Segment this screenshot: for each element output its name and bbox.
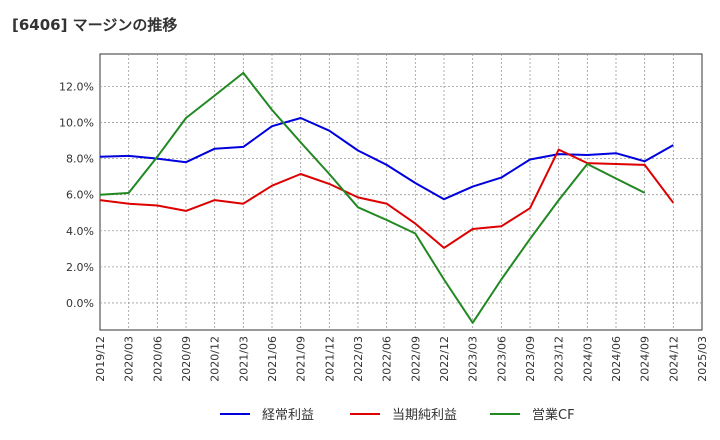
plot-frame — [99, 53, 703, 331]
x-tick-label: 2022/09 — [409, 336, 422, 382]
x-tick-label: 2023/03 — [467, 336, 480, 382]
x-tick-label: 2020/03 — [123, 336, 136, 382]
series-line — [99, 71, 646, 324]
y-tick-label: 6.0% — [66, 189, 94, 202]
x-tick-label: 2022/06 — [381, 336, 394, 382]
x-tick-label: 2021/09 — [295, 336, 308, 382]
series-line — [99, 148, 675, 249]
y-tick-label: 8.0% — [66, 153, 94, 166]
x-tick-label: 2022/12 — [438, 336, 451, 382]
x-tick-label: 2020/09 — [180, 336, 193, 382]
x-tick-label: 2020/06 — [151, 336, 164, 382]
x-tick-label: 2025/03 — [696, 336, 709, 382]
chart-title: [6406] マージンの推移 — [12, 16, 178, 34]
y-tick-label: 4.0% — [66, 225, 94, 238]
x-tick-label: 2020/12 — [209, 336, 222, 382]
x-tick-label: 2021/12 — [323, 336, 336, 382]
legend-label: 経常利益 — [262, 408, 314, 423]
x-tick-label: 2024/03 — [581, 336, 594, 382]
y-tick-label: 2.0% — [66, 261, 94, 274]
y-tick-label: 10.0% — [59, 117, 94, 130]
x-tick-label: 2024/09 — [639, 336, 652, 382]
x-tick-label: 2021/03 — [237, 336, 250, 382]
legend-label: 当期純利益 — [392, 408, 457, 423]
x-tick-label: 2023/12 — [553, 336, 566, 382]
y-tick-label: 0.0% — [66, 297, 94, 310]
legend-label: 営業CF — [532, 407, 575, 423]
series-line — [99, 117, 674, 201]
x-tick-label: 2022/03 — [352, 336, 365, 382]
y-tick-label: 12.0% — [59, 80, 94, 93]
x-tick-label: 2023/06 — [495, 336, 508, 382]
x-tick-label: 2023/09 — [524, 336, 537, 382]
x-tick-label: 2021/06 — [266, 336, 279, 382]
x-tick-label: 2024/12 — [667, 336, 680, 382]
x-tick-label: 2024/06 — [610, 336, 623, 382]
x-tick-label: 2019/12 — [94, 336, 107, 382]
